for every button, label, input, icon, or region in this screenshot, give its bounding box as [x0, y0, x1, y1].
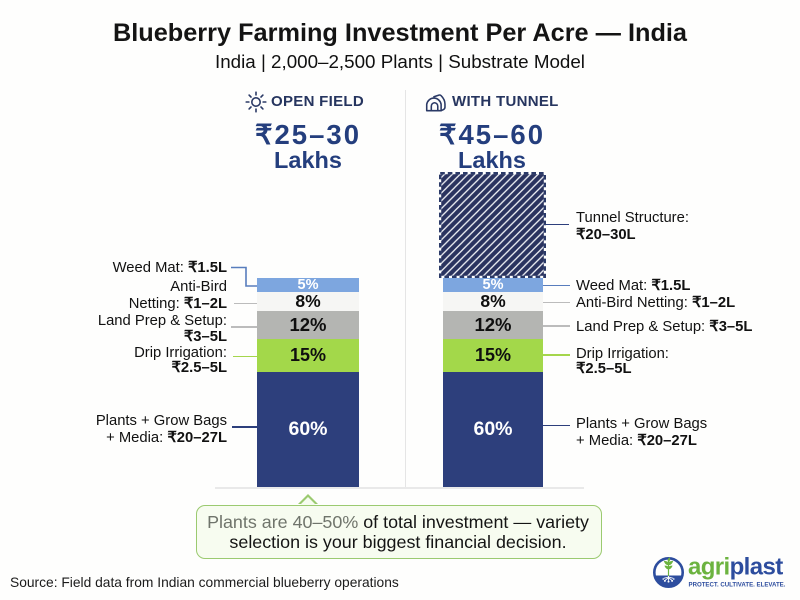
svg-text:agriplast: agriplast: [688, 554, 783, 581]
svg-text:PROTECT. CULTIVATE. ELEVATE.: PROTECT. CULTIVATE. ELEVATE.: [689, 582, 786, 589]
